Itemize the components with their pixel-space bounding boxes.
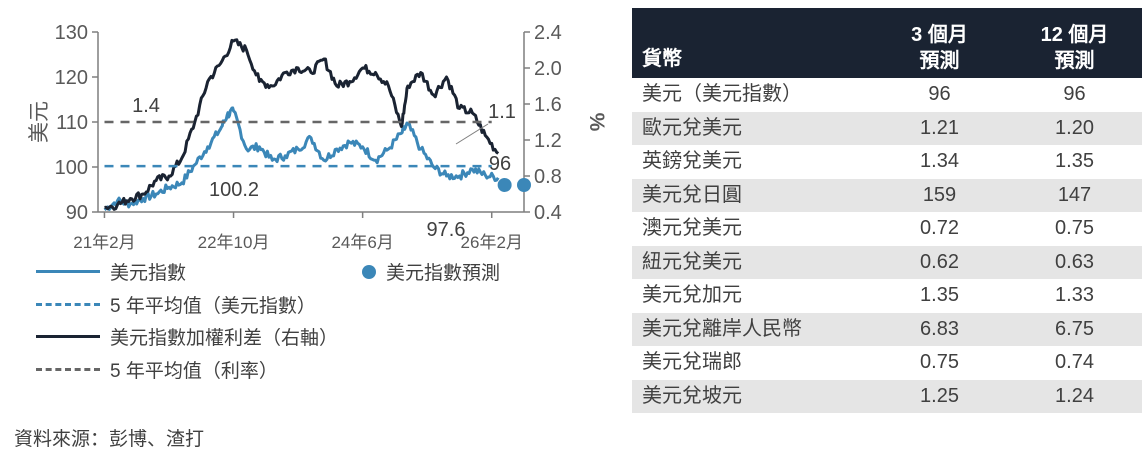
table-cell-currency: 美元兌離岸人民幣 [632,312,872,346]
table-cell-12m: 147 [1007,178,1142,212]
legend-item-usd-5y-avg: 5 年平均值（美元指數） [36,291,316,318]
y-left-tick-label: 100 [55,157,88,179]
table-cell-currency: 美元（美元指數） [642,83,802,106]
legend-label: 美元指數 [110,263,187,284]
table-cell-3m: 1.34 [920,150,959,173]
legend-label: 美元指數預測 [386,263,501,284]
table-header-3m: 3 個月預測 [872,8,1007,78]
x-tick-label: 26年2月 [461,233,523,252]
legend-item-usd-forecast: 美元指數預測 [362,258,500,285]
header-3m-line1: 3 個月 [911,24,968,46]
forecast-dot [517,178,531,192]
legend-label: 5 年平均值（美元指數） [110,296,316,317]
legend-item-rate-diff: 美元指數加權利差（右軸） [36,323,338,350]
table-row: 英鎊兌美元 1.34 1.35 [632,145,1142,179]
table-cell-3m: 0.75 [920,351,959,374]
table-cell-currency: 美元兌加元 [642,284,742,307]
table-cell-12m: 0.74 [1055,351,1094,374]
source-note: 資料來源：彭博、渣打 [14,429,205,450]
legend-label: 美元指數加權利差（右軸） [110,328,339,349]
data-annotation: 1.1 [488,101,516,123]
legend-swatch-dashed-blue [36,303,100,306]
y-left-tick-label: 110 [56,112,88,134]
table-cell-currency: 紐元兌美元 [632,245,872,279]
annotation-leader-line [455,123,489,145]
y-right-tick-label: 1.2 [534,130,562,152]
chart-axes: 90 100 110 120 130 0.4 0.8 1.2 1.6 2.0 2.4 21年2月 22年… [28,22,608,252]
y-right-tick-label: 0.8 [534,166,562,188]
table-row: 美元（美元指數） 96 96 [632,78,1142,112]
table-cell-3m: 1.35 [920,284,959,307]
table-row: 澳元兌美元 0.72 0.75 [632,212,1142,246]
usd-index-chart: 90 100 110 120 130 0.4 0.8 1.2 1.6 2.0 2.4 21年2月 22年… [28,22,608,252]
x-tick-label: 22年10月 [198,233,270,252]
data-annotation: 1.4 [132,95,160,117]
table-row: 美元兌離岸人民幣 6.83 6.75 [632,312,1142,346]
table-cell-12m: 0.75 [1055,217,1094,240]
chart-legend: 美元指數 美元指數預測 5 年平均值（美元指數） 美元指數加權利差（右軸） 5 … [36,258,616,388]
legend-swatch-solid-navy [36,335,100,338]
y-right-tick-label: 2.4 [534,22,562,44]
table-cell-3m: 0.62 [872,245,1007,279]
table-cell-12m: 1.20 [1007,111,1142,145]
table-cell-12m: 0.63 [1007,245,1142,279]
table-cell-3m: 1.21 [872,111,1007,145]
table-row: 美元兌日圓 159 147 [632,178,1142,212]
table-body: 美元（美元指數） 96 96 歐元兌美元 1.21 1.20 英鎊兌美元 1.34 1.35 美元… [632,78,1142,413]
table-cell-12m: 1.33 [1055,284,1094,307]
x-tick-label: 24年6月 [331,233,393,252]
y-left-tick-label: 120 [55,67,88,89]
y-right-tick-label: 1.6 [534,94,562,116]
header-12m-line1: 12 個月 [1040,24,1109,46]
usd-index-line [103,106,500,212]
legend-item-usd-index: 美元指數 [36,258,186,285]
table-row: 美元兌瑞郎 0.75 0.74 [632,346,1142,380]
chart-annotations: 1.4 100.2 1.1 96 97.6 [132,95,516,241]
table-cell-3m: 6.83 [872,312,1007,346]
table-row: 美元兌坡元 1.25 1.24 [632,379,1142,413]
table-cell-currency: 美元兌日圓 [632,178,872,212]
data-annotation: 97.6 [427,219,466,241]
table-cell-currency: 英鎊兌美元 [642,150,742,173]
table-cell-3m: 159 [872,178,1007,212]
y-right-tick-label: 2.0 [534,58,562,80]
table-cell-12m: 1.24 [1007,379,1142,413]
table-row: 歐元兌美元 1.21 1.20 [632,111,1142,145]
table-cell-3m: 96 [928,83,951,106]
y-right-tick-label: 0.4 [534,202,562,224]
y-right-axis-title: % [585,113,608,132]
legend-label: 5 年平均值（利率） [110,361,278,382]
data-annotation: 100.2 [209,179,259,201]
legend-swatch-solid-blue [36,270,100,273]
table-cell-currency: 美元兌坡元 [632,379,872,413]
table-cell-3m: 1.25 [872,379,1007,413]
legend-swatch-dashed-gray [36,368,100,371]
rate-diff-line [104,38,500,211]
header-3m-line2: 預測 [919,50,960,72]
table-row: 紐元兌美元 0.62 0.63 [632,245,1142,279]
header-12m-line2: 預測 [1054,50,1095,72]
table-cell-12m: 96 [1063,83,1086,106]
table-cell-12m: 1.35 [1055,150,1094,173]
data-annotation: 96 [489,153,511,175]
forecast-table: 貨幣 3 個月 預測 12 個月 預測 美元（美元指數） 96 96 歐元兌美元 1.21 1… [632,8,1142,413]
legend-item-rate-5y-avg: 5 年平均值（利率） [36,356,278,383]
forecast-dot [497,178,512,192]
y-left-tick-label: 130 [55,22,88,44]
table-cell-3m: 0.72 [920,217,959,240]
table-cell-currency: 歐元兌美元 [632,111,872,145]
table-cell-currency: 美元兌瑞郎 [642,351,742,374]
table-header-row: 貨幣 3 個月預測 12 個月預測 [632,8,1142,78]
chart-lines [103,38,531,212]
legend-dot-blue [362,264,376,279]
table-row: 美元兌加元 1.35 1.33 [632,279,1142,313]
table-header-12m: 12 個月預測 [1007,8,1142,78]
table-cell-currency: 澳元兌美元 [642,217,742,240]
y-left-tick-label: 90 [66,202,88,224]
table-cell-12m: 6.75 [1007,312,1142,346]
x-tick-label: 21年2月 [73,233,135,252]
table-header-currency: 貨幣 [632,8,872,78]
y-left-axis-title: 美元 [28,101,51,143]
